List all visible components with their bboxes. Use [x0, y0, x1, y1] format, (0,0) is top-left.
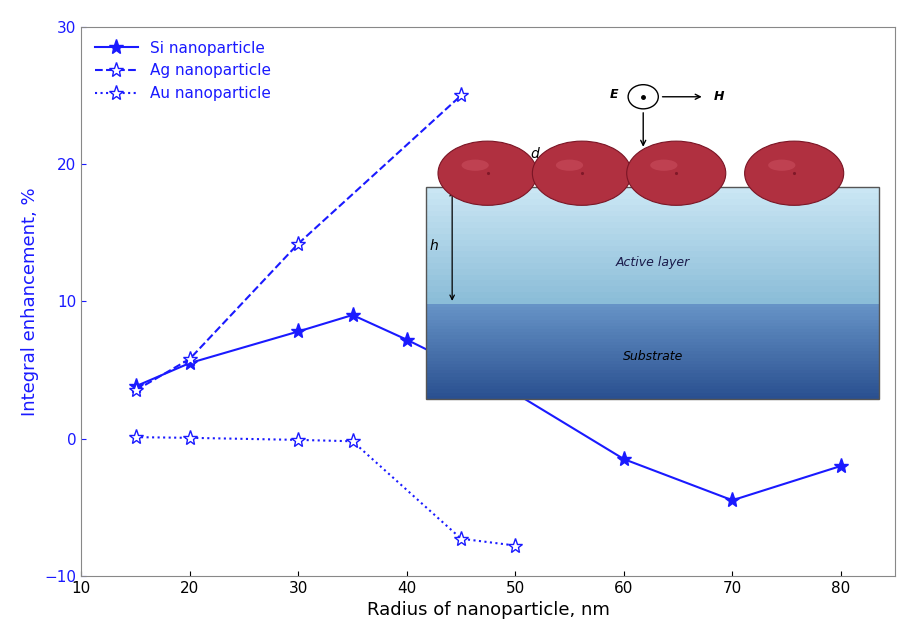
Bar [426, 257, 879, 263]
Si nanoparticle [510, 389, 521, 397]
Ellipse shape [462, 159, 489, 171]
Ellipse shape [556, 159, 583, 171]
Text: E: E [610, 88, 618, 101]
Bar [426, 373, 879, 377]
Bar [426, 222, 879, 228]
Bar [426, 251, 879, 257]
Bar [426, 280, 879, 286]
Si nanoparticle [347, 311, 358, 319]
Legend: Si nanoparticle, Ag nanoparticle, Au nanoparticle: Si nanoparticle, Ag nanoparticle, Au nan… [89, 35, 278, 107]
Text: k: k [651, 156, 660, 168]
Ellipse shape [532, 141, 631, 205]
Bar [426, 335, 879, 339]
Ag nanoparticle [455, 92, 466, 99]
Bar [426, 274, 879, 280]
Bar [426, 329, 879, 332]
Text: Active layer: Active layer [616, 257, 690, 269]
Bar [426, 204, 879, 211]
Bar [426, 341, 879, 345]
Au nanoparticle [184, 434, 195, 442]
Bar [426, 354, 879, 358]
Bar [426, 313, 879, 316]
Y-axis label: Integral enhancement, %: Integral enhancement, % [21, 187, 38, 415]
Bar [426, 228, 879, 234]
Bar [426, 389, 879, 392]
Bar [426, 326, 879, 329]
Line: Au nanoparticle: Au nanoparticle [128, 429, 523, 553]
Text: h: h [430, 239, 439, 253]
Bar [426, 344, 879, 348]
Bar [426, 262, 879, 269]
Bar [426, 357, 879, 361]
Ag nanoparticle [184, 355, 195, 363]
Text: d: d [530, 147, 540, 161]
Si nanoparticle [293, 328, 304, 335]
Bar [426, 360, 879, 364]
Bar [426, 319, 879, 323]
Si nanoparticle [184, 359, 195, 367]
Circle shape [628, 84, 659, 109]
Bar [426, 367, 879, 371]
Bar [426, 307, 879, 310]
Bar [426, 376, 879, 380]
Bar [426, 316, 879, 319]
Text: Substrate: Substrate [623, 349, 682, 362]
Bar [426, 286, 879, 292]
Bar [426, 323, 879, 326]
Au nanoparticle [455, 535, 466, 543]
Bar [426, 188, 879, 399]
Bar [426, 292, 879, 298]
Bar [426, 268, 879, 275]
Bar [426, 332, 879, 335]
Au nanoparticle [293, 436, 304, 444]
Bar [426, 338, 879, 342]
Text: H: H [714, 90, 725, 103]
Au nanoparticle [510, 541, 521, 549]
Line: Si nanoparticle: Si nanoparticle [128, 307, 848, 508]
Bar [426, 234, 879, 240]
X-axis label: Radius of nanoparticle, nm: Radius of nanoparticle, nm [366, 601, 610, 619]
Si nanoparticle [835, 462, 846, 470]
Ellipse shape [745, 141, 844, 205]
Au nanoparticle [347, 437, 358, 445]
Bar [426, 187, 879, 193]
Ellipse shape [769, 159, 795, 171]
Bar [426, 245, 879, 252]
Bar [426, 380, 879, 383]
Bar [426, 211, 879, 216]
Ag nanoparticle [293, 240, 304, 248]
Si nanoparticle [401, 336, 412, 344]
Bar [426, 370, 879, 374]
Bar [426, 239, 879, 246]
Bar [426, 351, 879, 355]
Bar [426, 364, 879, 367]
Bar [426, 298, 879, 304]
Si nanoparticle [130, 383, 141, 390]
Bar [426, 396, 879, 399]
Bar [426, 216, 879, 222]
Bar [426, 193, 879, 199]
Ellipse shape [650, 159, 678, 171]
Si nanoparticle [618, 455, 629, 463]
Bar [426, 348, 879, 351]
Bar [426, 383, 879, 386]
Bar [426, 198, 879, 205]
Text: 2R: 2R [786, 148, 802, 161]
Line: Ag nanoparticle: Ag nanoparticle [128, 88, 469, 398]
Au nanoparticle [130, 433, 141, 441]
Bar [426, 386, 879, 389]
Bar [426, 392, 879, 396]
Ellipse shape [627, 141, 725, 205]
Ellipse shape [438, 141, 537, 205]
Si nanoparticle [727, 497, 738, 504]
Bar [426, 310, 879, 313]
Bar [426, 303, 879, 307]
Ag nanoparticle [130, 387, 141, 394]
